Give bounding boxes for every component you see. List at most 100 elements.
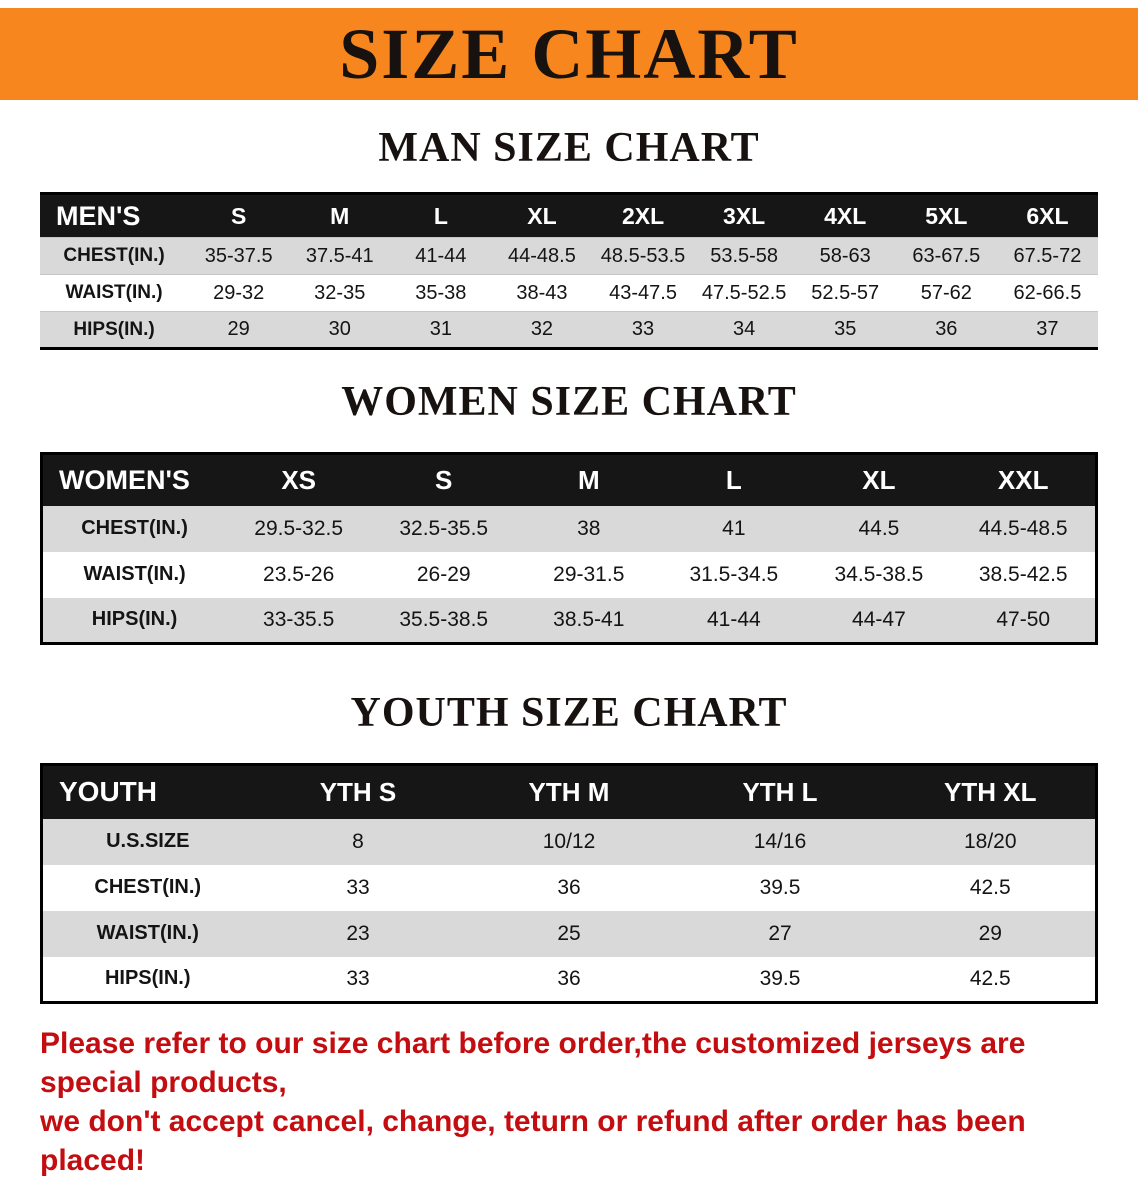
table-header-row: WOMEN'S XS S M L XL XXL: [41, 453, 1097, 506]
size-column-header: S: [188, 193, 290, 238]
value-cell: 35-38: [415, 281, 467, 304]
value-cell: 37.5-41: [305, 244, 374, 267]
size-column-header: YTH XL: [885, 764, 1097, 819]
value-cell: 52.5-57: [811, 281, 880, 304]
value-cell: 44-47: [852, 607, 906, 631]
row-label-cell: HIPS(IN.): [104, 967, 191, 990]
value-cell: 29: [978, 921, 1002, 945]
measurement-row: HIPS(IN.) 33 36 39.5 42.5: [41, 956, 1097, 1003]
value-cell: 39.5: [759, 875, 801, 899]
page-title: SIZE CHART: [339, 13, 799, 94]
men-section-heading: MAN SIZE CHART: [378, 125, 760, 171]
value-cell: 23: [346, 921, 370, 945]
value-cell: 18/20: [963, 829, 1017, 853]
measurement-row: HIPS(IN.) 29 30 31 32 33 34 35 36 37: [40, 311, 1098, 349]
size-column-header: XXL: [951, 453, 1097, 506]
value-cell: 63-67.5: [912, 244, 981, 267]
value-cell: 41-44: [706, 607, 761, 631]
size-column-header: S: [371, 453, 517, 506]
size-column-header: L: [661, 453, 807, 506]
size-column-header: 2XL: [592, 193, 694, 238]
size-column-header: 6XL: [996, 193, 1098, 238]
value-cell: 31: [429, 318, 452, 340]
value-cell: 38-43: [516, 281, 568, 304]
value-cell: 53.5-58: [710, 244, 779, 267]
value-cell: 14/16: [753, 829, 807, 853]
row-label-cell: WAIST(IN.): [65, 282, 163, 303]
row-label-cell: U.S.SIZE: [106, 830, 190, 852]
value-cell: 39.5: [759, 966, 801, 990]
value-cell: 44-48.5: [508, 244, 576, 267]
notice-line-2: we don't accept cancel, change, teturn o…: [40, 1105, 1026, 1177]
value-cell: 41: [722, 516, 746, 540]
value-cell: 42.5: [969, 966, 1011, 990]
measurement-row: WAIST(IN.) 23.5-26 26-29 29-31.5 31.5-34.5 34…: [41, 551, 1097, 598]
table-title-cell: WOMEN'S: [41, 453, 227, 506]
value-cell: 33-35.5: [263, 607, 335, 631]
value-cell: 29.5-32.5: [254, 516, 344, 540]
value-cell: 29-31.5: [553, 562, 625, 586]
value-cell: 10/12: [542, 829, 596, 853]
table-header-row: YOUTH YTH S YTH M YTH L YTH XL: [41, 764, 1097, 819]
measurement-row: CHEST(IN.) 29.5-32.5 32.5-35.5 38 41 44.5 44.5…: [41, 505, 1097, 552]
notice-line-1: Please refer to our size chart before or…: [40, 1027, 1026, 1099]
value-cell: 62-66.5: [1013, 281, 1082, 304]
value-cell: 38.5-41: [553, 607, 625, 631]
women-section: WOMEN SIZE CHART WOMEN'S XS S M L XL XXL CHEST(…: [0, 378, 1138, 645]
value-cell: 41-44: [415, 244, 467, 267]
value-cell: 35: [834, 318, 857, 340]
value-cell: 44.5-48.5: [978, 516, 1068, 540]
value-cell: 33: [346, 875, 370, 899]
men-section: MAN SIZE CHART MEN'S S M L XL 2XL 3XL 4XL 5XL 6XL…: [0, 124, 1138, 350]
value-cell: 8: [352, 829, 364, 853]
measurement-row: CHEST(IN.) 33 36 39.5 42.5: [41, 864, 1097, 911]
table-header-row: MEN'S S M L XL 2XL 3XL 4XL 5XL 6XL: [40, 193, 1098, 238]
value-cell: 31.5-34.5: [689, 562, 779, 586]
value-cell: 34.5-38.5: [834, 562, 924, 586]
men-size-table: MEN'S S M L XL 2XL 3XL 4XL 5XL 6XL CHEST(IN.) 35-37…: [40, 192, 1098, 350]
value-cell: 34: [733, 318, 756, 340]
value-cell: 35-37.5: [204, 244, 273, 267]
size-column-header: YTH M: [463, 764, 675, 819]
value-cell: 57-62: [920, 281, 972, 304]
value-cell: 47-50: [996, 607, 1051, 631]
row-label-cell: WAIST(IN.): [83, 563, 186, 585]
value-cell: 48.5-53.5: [600, 244, 686, 267]
measurement-row: WAIST(IN.) 29-32 32-35 35-38 38-43 43-47.5 47.…: [40, 274, 1098, 312]
women-size-table: WOMEN'S XS S M L XL XXL CHEST(IN.) 29.5-32.5 32.5…: [40, 452, 1098, 645]
size-column-header: M: [289, 193, 391, 238]
row-label-cell: CHEST(IN.): [81, 517, 188, 539]
size-column-header: YTH L: [674, 764, 886, 819]
value-cell: 30: [328, 318, 351, 340]
value-cell: 36: [557, 875, 581, 899]
value-cell: 47.5-52.5: [701, 281, 787, 304]
size-column-header: XL: [491, 193, 593, 238]
value-cell: 32.5-35.5: [399, 516, 489, 540]
value-cell: 58-63: [819, 244, 871, 267]
value-cell: 29: [227, 318, 250, 340]
footer-notice: Please refer to our size chart before or…: [40, 1024, 1112, 1180]
value-cell: 27: [768, 921, 792, 945]
table-title-cell: MEN'S: [40, 193, 189, 238]
size-column-header: 5XL: [895, 193, 997, 238]
value-cell: 33: [346, 966, 370, 990]
value-cell: 42.5: [969, 875, 1011, 899]
measurement-row: HIPS(IN.) 33-35.5 35.5-38.5 38.5-41 41-44 44-…: [41, 597, 1097, 644]
value-cell: 32-35: [314, 281, 366, 304]
banner: SIZE CHART: [0, 8, 1138, 100]
value-cell: 43-47.5: [609, 281, 677, 304]
value-cell: 37: [1036, 318, 1059, 340]
youth-section-heading: YOUTH SIZE CHART: [350, 690, 788, 736]
value-cell: 35.5-38.5: [399, 607, 489, 631]
youth-size-table: YOUTH YTH S YTH M YTH L YTH XL U.S.SIZE 8 10/12…: [40, 763, 1098, 1004]
row-label-cell: HIPS(IN.): [91, 608, 178, 631]
youth-section: YOUTH SIZE CHART YOUTH YTH S YTH M YTH L YTH…: [0, 689, 1138, 1004]
women-section-heading: WOMEN SIZE CHART: [341, 379, 797, 425]
row-label-cell: HIPS(IN.): [73, 318, 155, 340]
value-cell: 33: [631, 318, 655, 340]
measurement-row: U.S.SIZE 8 10/12 14/16 18/20: [41, 818, 1097, 865]
size-column-header: XL: [806, 453, 952, 506]
size-column-header: YTH S: [252, 764, 464, 819]
size-column-header: L: [390, 193, 492, 238]
measurement-row: CHEST(IN.) 35-37.5 37.5-41 41-44 44-48.5 48.5…: [40, 237, 1098, 275]
